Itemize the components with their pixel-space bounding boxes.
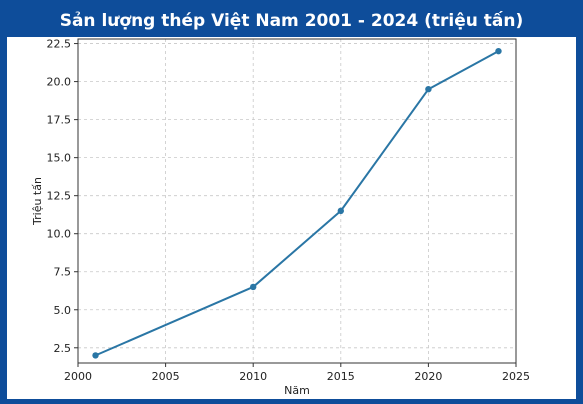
x-tick-label: 2025 xyxy=(502,370,530,383)
y-tick-label: 17.5 xyxy=(47,114,72,127)
plot-frame xyxy=(77,38,517,364)
y-tick-label: 15.0 xyxy=(47,152,72,165)
axes-layer xyxy=(74,38,517,367)
y-tick-label: 2.5 xyxy=(54,342,72,355)
y-tick-label: 22.5 xyxy=(47,38,72,51)
data-point xyxy=(92,352,99,359)
data-point xyxy=(495,47,502,55)
y-tick-label: 12.5 xyxy=(47,190,72,203)
x-tick-label: 2020 xyxy=(414,370,442,383)
labels-layer: 2000 2005 2010 2015 2020 2025 2.5 5.0 7.5 10.0 12.… xyxy=(31,38,530,397)
data-point xyxy=(250,283,257,291)
data-point xyxy=(425,85,432,93)
x-tick-label: 2015 xyxy=(327,370,355,383)
y-tick-label: 10.0 xyxy=(47,228,72,241)
data-point xyxy=(337,207,344,215)
line-chart: 2000 2005 2010 2015 2020 2025 2.5 5.0 7.5 10.0 12.… xyxy=(31,38,530,397)
chart-panel: 2000 2005 2010 2015 2020 2025 2.5 5.0 7.5 10.0 12.… xyxy=(7,37,576,399)
y-axis-label: Triệu tấn xyxy=(31,177,44,226)
x-tick-label: 2000 xyxy=(64,370,92,383)
y-tick-label: 7.5 xyxy=(54,266,72,279)
y-tick-label: 20.0 xyxy=(47,76,72,89)
chart-title: Sản lượng thép Việt Nam 2001 - 2024 (tri… xyxy=(59,11,524,31)
series-layer xyxy=(92,47,502,359)
y-tick-label: 5.0 xyxy=(54,304,72,317)
x-tick-label: 2010 xyxy=(239,370,267,383)
x-tick-label: 2005 xyxy=(152,370,180,383)
grid-layer xyxy=(77,39,517,363)
x-axis-label: Năm xyxy=(284,384,310,397)
